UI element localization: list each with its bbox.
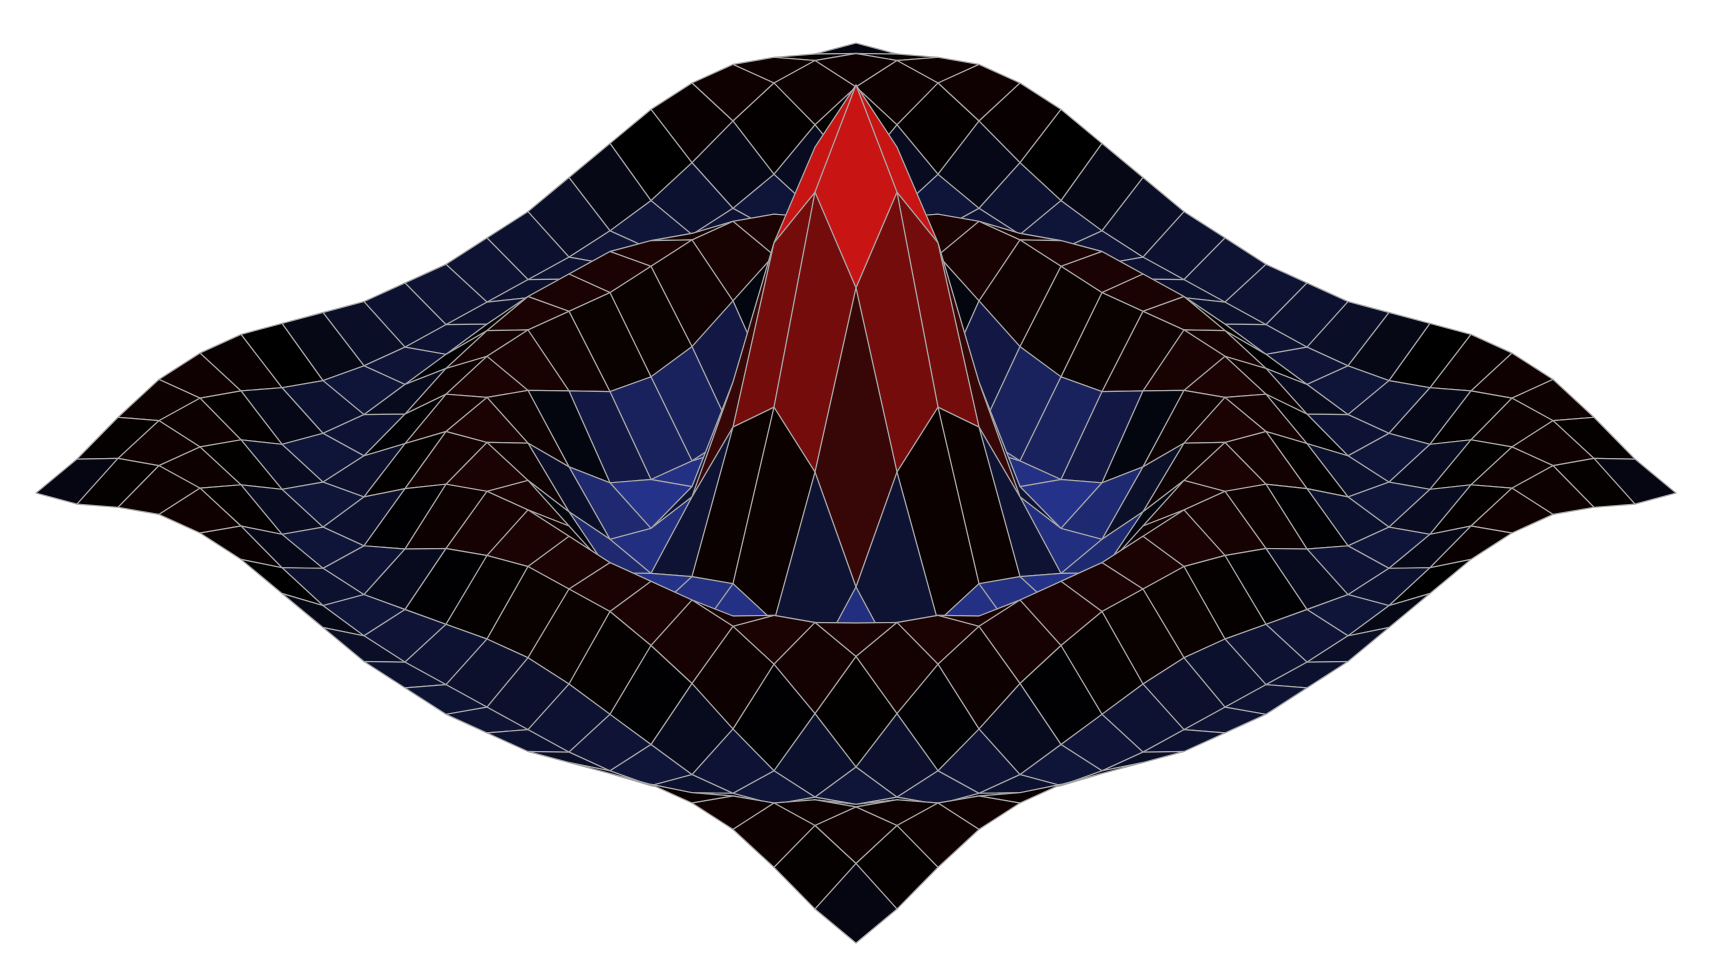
surface-cell xyxy=(814,42,898,55)
surface-cell xyxy=(814,862,898,944)
